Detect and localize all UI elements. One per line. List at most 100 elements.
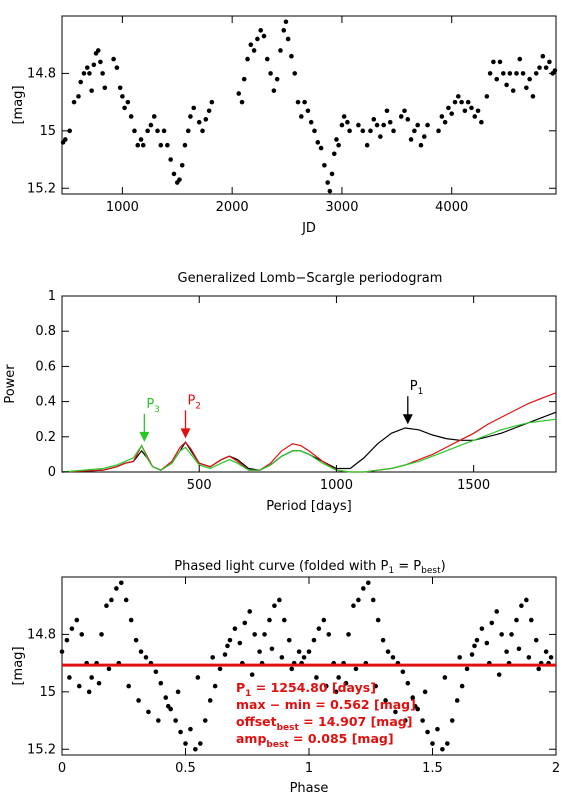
lightcurve-point (442, 119, 448, 125)
lightcurve-point (268, 71, 273, 76)
lightcurve-point (449, 111, 455, 116)
phased-point (336, 675, 341, 680)
phased-point (114, 586, 119, 591)
phased-point (133, 637, 139, 643)
lightcurve-point (347, 128, 352, 134)
lightcurve-point (158, 142, 164, 148)
phased-point (333, 689, 339, 695)
phased-xtick-label: 1.5 (422, 761, 443, 776)
periodogram-series-line (61, 411, 557, 473)
phased-point (343, 680, 349, 686)
lightcurve-point (543, 65, 549, 70)
lightcurve-plot-frame (61, 15, 557, 195)
lightcurve-point (274, 76, 280, 82)
phased-point (252, 632, 257, 637)
peak-label: P1 (410, 379, 424, 397)
lightcurve-point (315, 140, 321, 145)
phased-annotations: P1 = 1254.80 [days]max − min = 0.562 [ma… (236, 680, 416, 750)
phased-point (165, 703, 171, 709)
lightcurve-point (241, 76, 247, 82)
lightcurve-point (494, 76, 500, 82)
phased-point (403, 718, 408, 723)
phased-point (393, 709, 398, 715)
lightcurve-point (425, 122, 430, 128)
phased-point (210, 655, 215, 660)
phased-point (519, 603, 524, 609)
lightcurve-point (289, 53, 294, 59)
phased-point (257, 649, 262, 654)
phased-point (247, 609, 253, 614)
phased-panel: Phased light curve (folded with P1 = Pbe… (11, 559, 560, 796)
phased-point (459, 683, 465, 689)
phased-point (74, 617, 80, 623)
lightcurve-point (439, 114, 445, 119)
phased-point (454, 698, 460, 703)
periodogram-ytick-label: 0 (48, 465, 56, 480)
phased-point (188, 726, 193, 732)
lightcurve-point (322, 162, 327, 168)
phased-point (76, 683, 82, 689)
lightcurve-point (436, 128, 441, 134)
lightcurve-point (171, 171, 177, 177)
phased-ytick-label: 14.8 (27, 627, 56, 642)
lightcurve-point (62, 137, 68, 142)
phased-point (237, 640, 243, 646)
phased-xlabel: Phase (290, 781, 329, 796)
lightcurve-point (446, 105, 451, 111)
lightcurve-point (188, 114, 193, 119)
lightcurve-point (278, 48, 283, 53)
lightcurve-point (491, 59, 496, 65)
phased-point (109, 597, 114, 603)
lightcurve-point (155, 128, 160, 134)
lightcurve-panel: 1000 2000 3000 4000 14.8 15 15.2 JD [mag] (11, 15, 558, 236)
phased-title-part2: = P (394, 559, 421, 574)
lightcurve-xlabel: JD (301, 221, 316, 236)
phased-point (217, 666, 223, 672)
phased-point (469, 652, 475, 657)
lightcurve-point (140, 142, 146, 148)
phased-point (425, 729, 430, 735)
lightcurve-point (327, 188, 333, 194)
phased-point (529, 617, 534, 623)
lightcurve-point (255, 36, 260, 42)
phased-title-part3: ) (441, 559, 446, 574)
lightcurve-point (469, 105, 474, 111)
lightcurve-point (271, 88, 277, 93)
phased-xtick-label: 0.5 (175, 761, 196, 776)
periodogram-xtick-label: 500 (187, 478, 212, 493)
peak-arrow-head (180, 428, 191, 439)
phased-point (96, 680, 102, 686)
lightcurve-point (384, 108, 390, 114)
phased-point (59, 649, 65, 654)
phased-point (195, 675, 201, 680)
phased-point (286, 637, 292, 643)
phased-point (106, 666, 112, 672)
phased-point (445, 741, 450, 746)
phased-point (64, 637, 70, 643)
lightcurve-point (305, 108, 311, 114)
phased-xtick-label: 1 (305, 761, 313, 776)
lightcurve-point (76, 94, 81, 99)
phased-point (489, 620, 495, 626)
lightcurve-point (504, 82, 509, 88)
phased-point (79, 632, 85, 637)
phased-point (536, 666, 542, 672)
phased-title-sub2: best (421, 566, 441, 576)
phased-point (301, 655, 307, 660)
phased-point (405, 680, 411, 686)
phased-point (198, 741, 203, 746)
lightcurve-ytick-label: 14.8 (27, 66, 56, 81)
phased-point (380, 637, 386, 643)
lightcurve-point (295, 99, 301, 105)
lightcurve-point (248, 42, 254, 48)
lightcurve-point (185, 128, 191, 134)
lightcurve-point (552, 68, 558, 73)
phased-title: Phased light curve (folded with P1 = Pbe… (174, 559, 445, 576)
phased-point (173, 718, 178, 723)
phased-points (59, 580, 554, 752)
lightcurve-point (89, 88, 94, 93)
lightcurve-point (465, 99, 471, 105)
phased-point (435, 726, 440, 732)
lightcurve-point (331, 151, 337, 157)
lightcurve-point (329, 171, 335, 177)
